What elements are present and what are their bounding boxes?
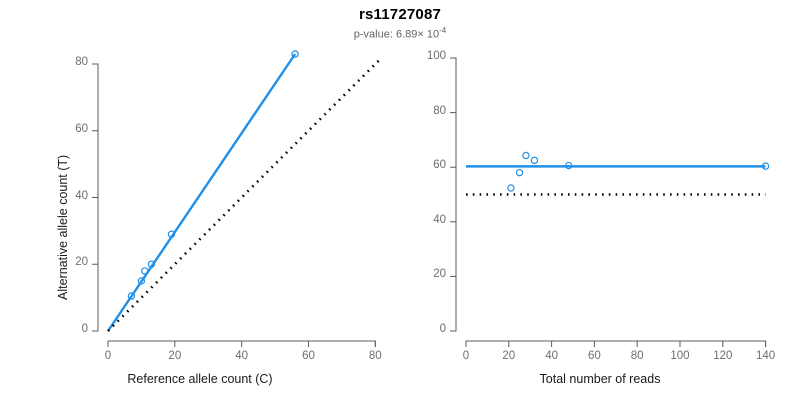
y-tick-label: 80 (75, 56, 88, 68)
data-point (761, 162, 770, 170)
data-point (141, 267, 149, 275)
y-tick-label: 0 (81, 323, 88, 335)
reference-line (107, 56, 383, 332)
scatter-plot-allele-counts (92, 50, 383, 347)
x-axis-title-right: Total number of reads (539, 372, 661, 386)
y-axis-line (450, 57, 457, 332)
y-tick-label: 20 (75, 256, 88, 269)
y-tick-label: 0 (439, 323, 446, 335)
x-tick-label: 40 (545, 350, 558, 362)
x-tick-label: 120 (713, 350, 733, 362)
x-tick-label: 60 (302, 350, 315, 362)
data-point (507, 184, 515, 192)
x-tick-label: 40 (235, 350, 249, 362)
y-tick-label: 40 (433, 213, 446, 226)
p-value-text: p-value: 6.89× 10 (353, 28, 440, 41)
fitted-line (107, 53, 297, 332)
x-tick-label: 100 (670, 350, 690, 362)
x-tick-label: 140 (755, 350, 776, 362)
x-tick-label: 60 (587, 350, 601, 362)
data-point (127, 292, 136, 300)
y-tick-label: 60 (433, 159, 446, 172)
x-tick-label: 20 (168, 350, 182, 362)
y-tick-label: 100 (426, 50, 446, 62)
x-tick-label: 0 (462, 350, 470, 362)
data-point (565, 161, 573, 170)
data-point (167, 230, 176, 238)
data-point (522, 151, 530, 160)
data-point (515, 168, 524, 177)
p-value-subtitle: p-value: 6.89× 10-4 (0, 26, 800, 41)
x-axis-title-left: Reference allele count (C) (127, 372, 273, 386)
panel-percentage-alternative: Total number of reads Percentage alterna… (400, 0, 800, 400)
x-tick-label: 80 (368, 350, 382, 362)
page-title: rs11727087 (358, 6, 442, 23)
y-tick-label: 60 (75, 122, 88, 135)
data-point (530, 156, 539, 165)
data-point (147, 260, 156, 268)
scatter-plot-percentage-alternative (450, 57, 770, 347)
x-tick-label: 20 (502, 350, 516, 362)
x-axis-line (465, 340, 767, 347)
x-tick-label: 0 (104, 350, 112, 362)
y-axis-title-left: Alternative allele count (T) (56, 154, 70, 300)
data-point (291, 50, 299, 58)
p-value-exponent: -4 (439, 26, 447, 35)
y-tick-label: 80 (433, 104, 446, 117)
y-tick-label: 20 (433, 268, 446, 281)
panel-allele-counts: Reference allele count (C) Alternative a… (56, 50, 383, 386)
data-point (137, 277, 146, 285)
x-tick-label: 80 (630, 350, 644, 362)
y-tick-label: 40 (75, 189, 88, 202)
